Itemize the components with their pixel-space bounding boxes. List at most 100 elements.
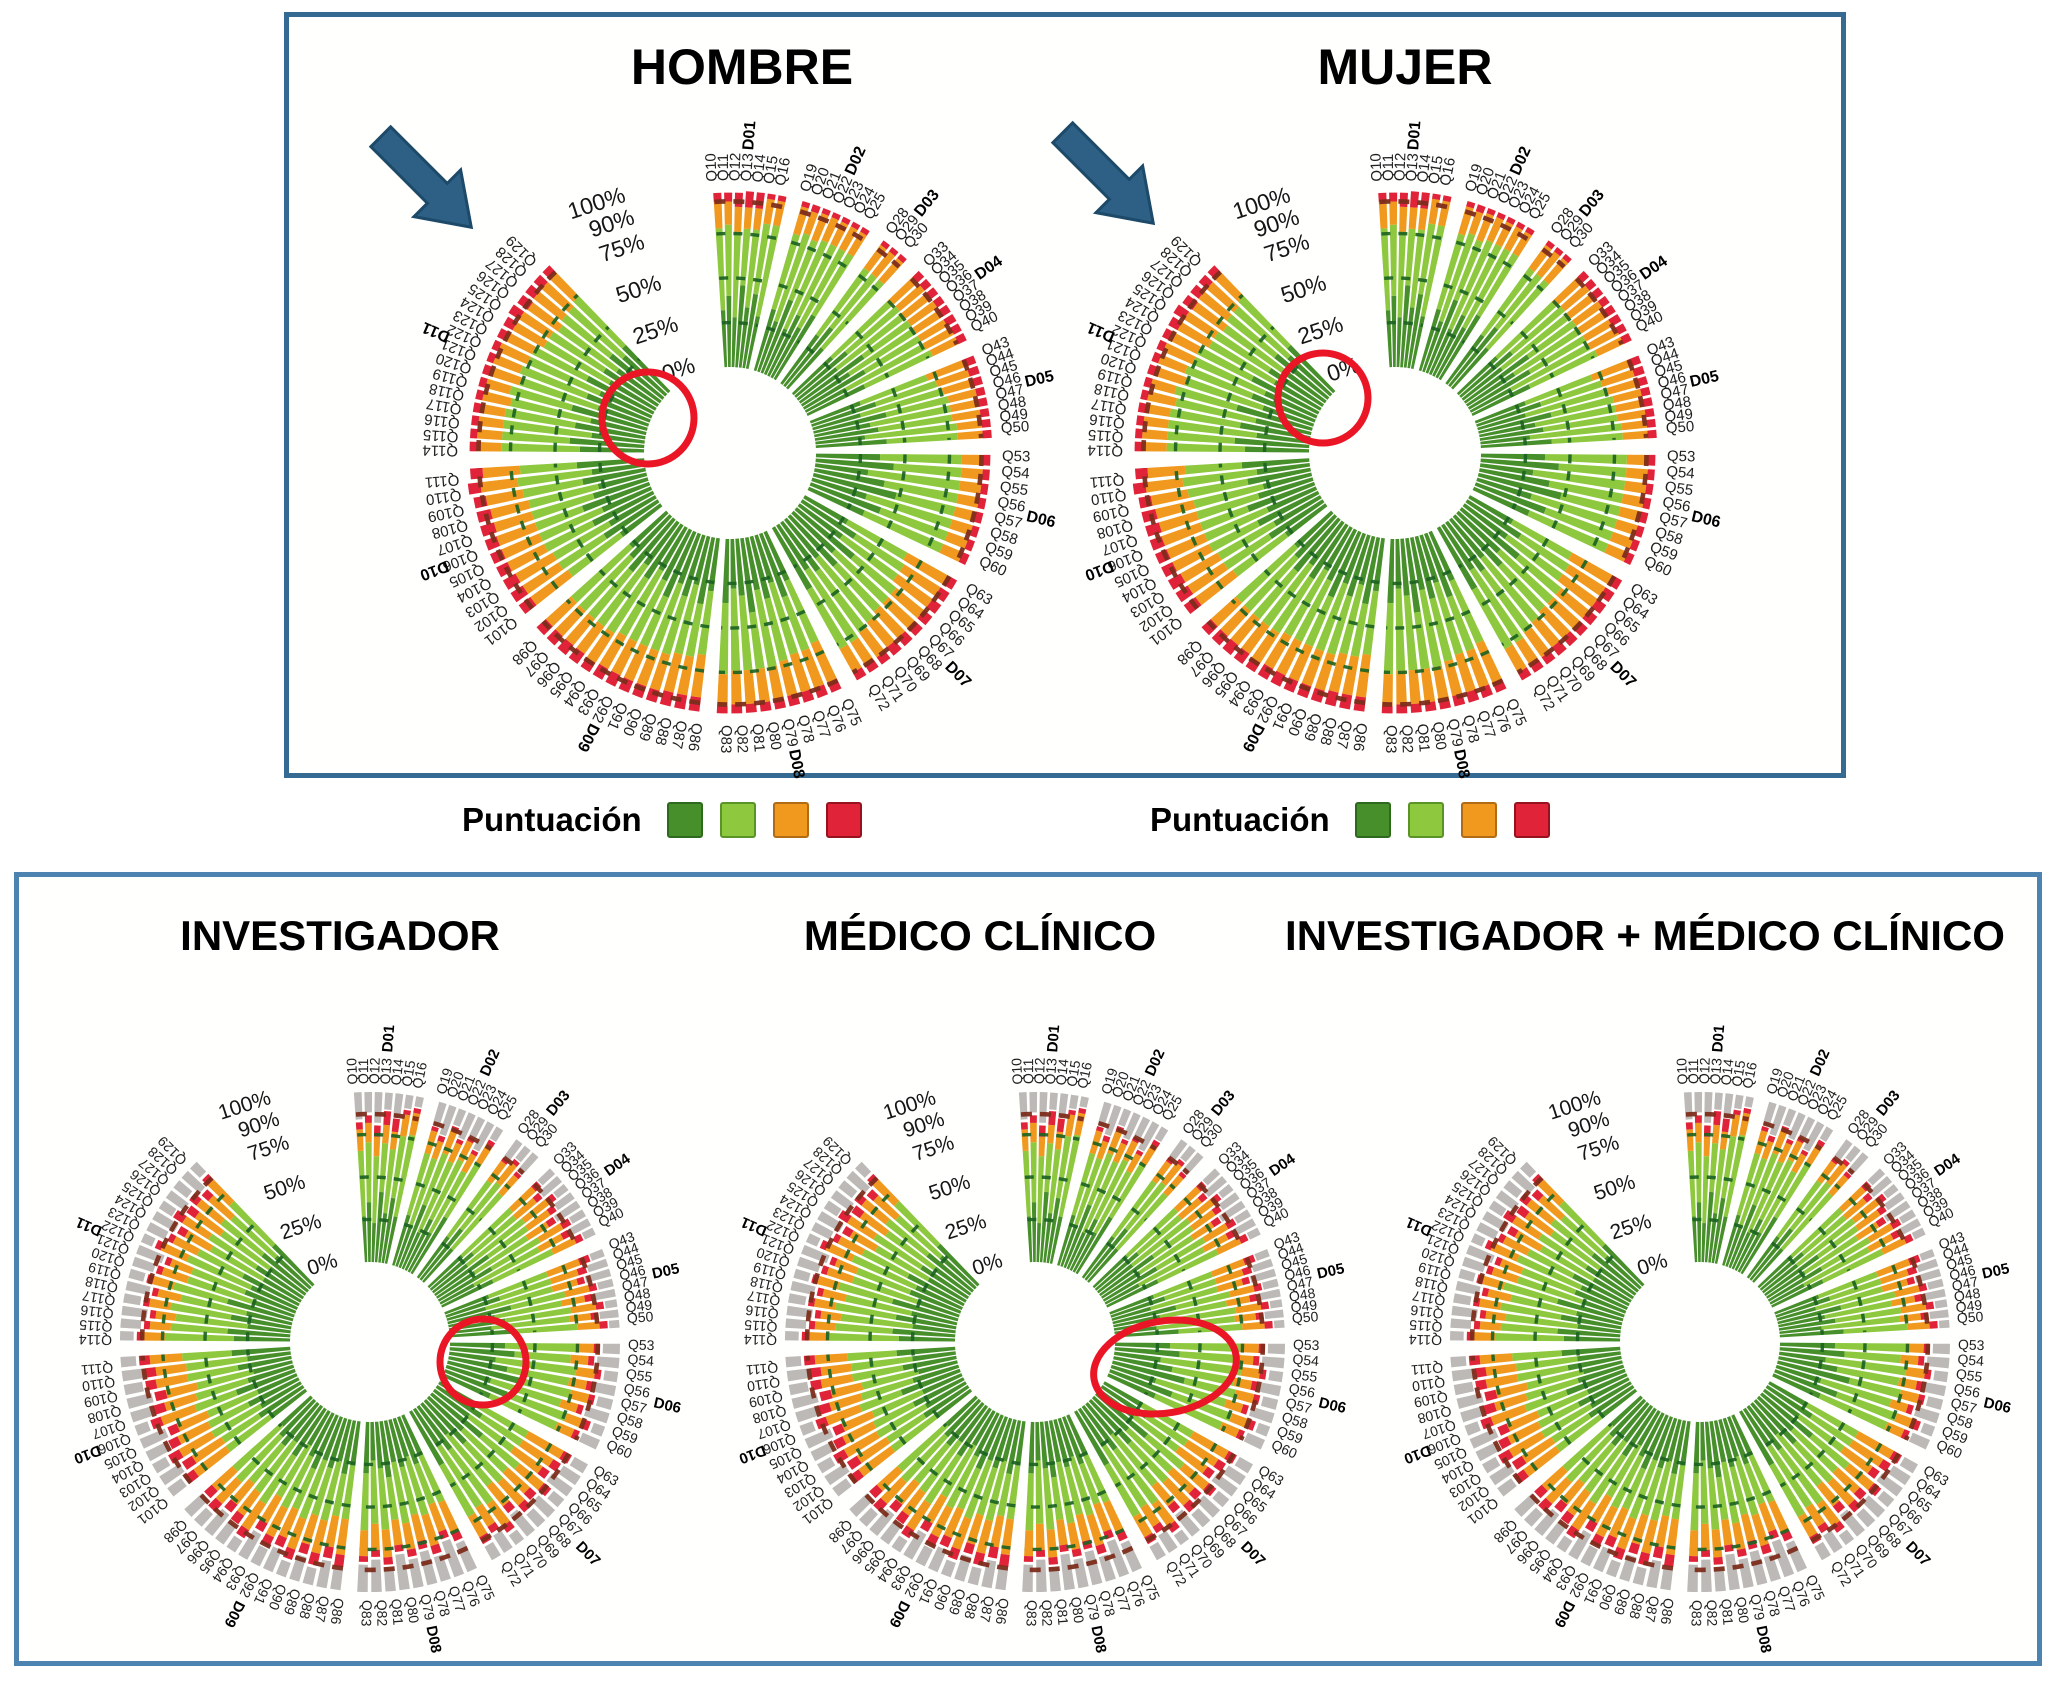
radial-tick-25%: 25% — [277, 1210, 324, 1245]
bar-Q92 — [1270, 528, 1358, 687]
score-legend: Puntuación — [462, 798, 862, 842]
bar-Q36 — [1463, 295, 1610, 404]
domain-label-D01: D01 — [1405, 120, 1424, 151]
question-label: Q79 — [1444, 717, 1466, 748]
question-label: Q82 — [374, 1600, 391, 1627]
question-label: Q50 — [1000, 418, 1030, 437]
question-label: Q111 — [745, 1360, 779, 1379]
question-label: Q111 — [1410, 1360, 1444, 1379]
gridline-87 — [1020, 1111, 1085, 1122]
bar-Q45 — [1477, 376, 1648, 431]
bar-Q79 — [1410, 537, 1451, 710]
bar-Q119 — [1458, 1268, 1624, 1322]
question-label: Q48 — [997, 393, 1028, 414]
sector-D11: Q114Q115Q116Q117Q118Q119Q120Q121Q122Q123… — [738, 1133, 980, 1348]
question-label: Q117 — [425, 395, 463, 418]
gridline-50 — [1745, 1181, 1789, 1204]
bar-Q14 — [1708, 1093, 1734, 1263]
gridline-50 — [721, 609, 806, 630]
gridline-25 — [1692, 1217, 1727, 1224]
gridline-25 — [849, 404, 862, 446]
gridline-25 — [403, 1222, 436, 1240]
gridline-50 — [1551, 454, 1572, 529]
chart-medico-clinico: Q10 Q11 Q12 Q13 Q14 Q15 Q16 D01 Q19 Q20 Q21 Q22 Q23 Q… — [705, 1010, 1365, 1670]
bar-Q22 — [763, 212, 841, 376]
question-label: Q58 — [1945, 1408, 1975, 1431]
gridline-75 — [1848, 1197, 1889, 1254]
domain-label-D11: D11 — [420, 318, 453, 345]
question-label: Q54 — [1666, 463, 1696, 482]
question-label: Q48 — [1953, 1285, 1982, 1305]
gridline-50 — [1691, 1489, 1772, 1509]
bar-Q70 — [1081, 1405, 1190, 1546]
gridline-87 — [139, 1176, 214, 1341]
bar-Q36 — [434, 1192, 575, 1297]
gridline-50 — [487, 1226, 521, 1272]
question-label: Q50 — [1665, 418, 1695, 437]
gridline-87 — [573, 1343, 601, 1441]
sector-D10: Q101Q102Q103Q104Q105Q106Q107Q108Q109Q110… — [737, 1346, 973, 1528]
question-label: Q81 — [1718, 1598, 1736, 1626]
gridline-25 — [1093, 1401, 1144, 1451]
domain-label-D03: D03 — [1208, 1087, 1239, 1119]
gridline-50 — [1080, 1181, 1124, 1204]
question-label: Q82 — [733, 725, 751, 754]
bar-Q24 — [1072, 1121, 1160, 1273]
question-label: Q11 — [355, 1058, 371, 1084]
bar-Q24 — [1435, 221, 1526, 379]
question-label: Q116 — [79, 1302, 114, 1322]
gridline-75 — [836, 559, 923, 647]
question-label: Q88 — [651, 715, 675, 747]
gridline-93 — [799, 209, 865, 242]
bar-Q46 — [1112, 1278, 1279, 1325]
gridline-75 — [555, 1343, 580, 1432]
bar-Q127 — [173, 1180, 309, 1293]
bar-Q72 — [771, 526, 867, 681]
question-label: Q80 — [1429, 721, 1450, 751]
question-label: Q10 — [1673, 1058, 1690, 1085]
bar-Q95 — [1233, 520, 1345, 664]
question-label: Q86 — [993, 1597, 1013, 1626]
question-label: Q56 — [1952, 1380, 1981, 1401]
question-label: Q80 — [1733, 1596, 1753, 1625]
bar-Q30 — [1752, 1152, 1869, 1283]
question-label: Q83 — [1688, 1600, 1705, 1627]
legend-swatch-score-dark-green — [1354, 802, 1391, 838]
question-label: Q16 — [1074, 1060, 1095, 1089]
bar-Q45 — [446, 1268, 612, 1321]
question-label: Q47 — [1659, 381, 1690, 403]
domain-label-D02: D02 — [477, 1047, 504, 1079]
bar-Q60 — [1472, 486, 1635, 565]
question-label: Q80 — [403, 1596, 423, 1625]
bar-Q69 — [1449, 517, 1567, 656]
gridline-75 — [1591, 454, 1617, 549]
question-label: Q16 — [1739, 1060, 1760, 1089]
domain-label-D06: D06 — [1690, 508, 1723, 531]
question-label: Q19 — [1763, 1066, 1786, 1096]
gridline-50 — [1795, 1207, 1813, 1222]
gridline-87 — [1469, 1176, 1544, 1341]
bar-Q55 — [814, 463, 989, 495]
bar-Q83 — [1687, 1421, 1700, 1592]
question-label: Q15 — [760, 154, 781, 185]
bar-Q81 — [1039, 1421, 1061, 1592]
bar-Q49 — [815, 418, 991, 445]
gridline-75 — [857, 273, 879, 292]
bar-Q82 — [1700, 1421, 1712, 1592]
bar-Q78 — [388, 1419, 438, 1586]
bar-Q55 — [1114, 1351, 1284, 1383]
bar-Q108 — [1141, 472, 1313, 523]
gridline-93 — [1620, 454, 1649, 562]
gridline-25 — [362, 1217, 397, 1224]
bar-Q89 — [1310, 534, 1371, 703]
legend-swatches — [666, 802, 862, 838]
legend-swatches — [1354, 802, 1550, 838]
bar-Q39 — [804, 323, 962, 413]
bar-Q81 — [735, 538, 757, 713]
